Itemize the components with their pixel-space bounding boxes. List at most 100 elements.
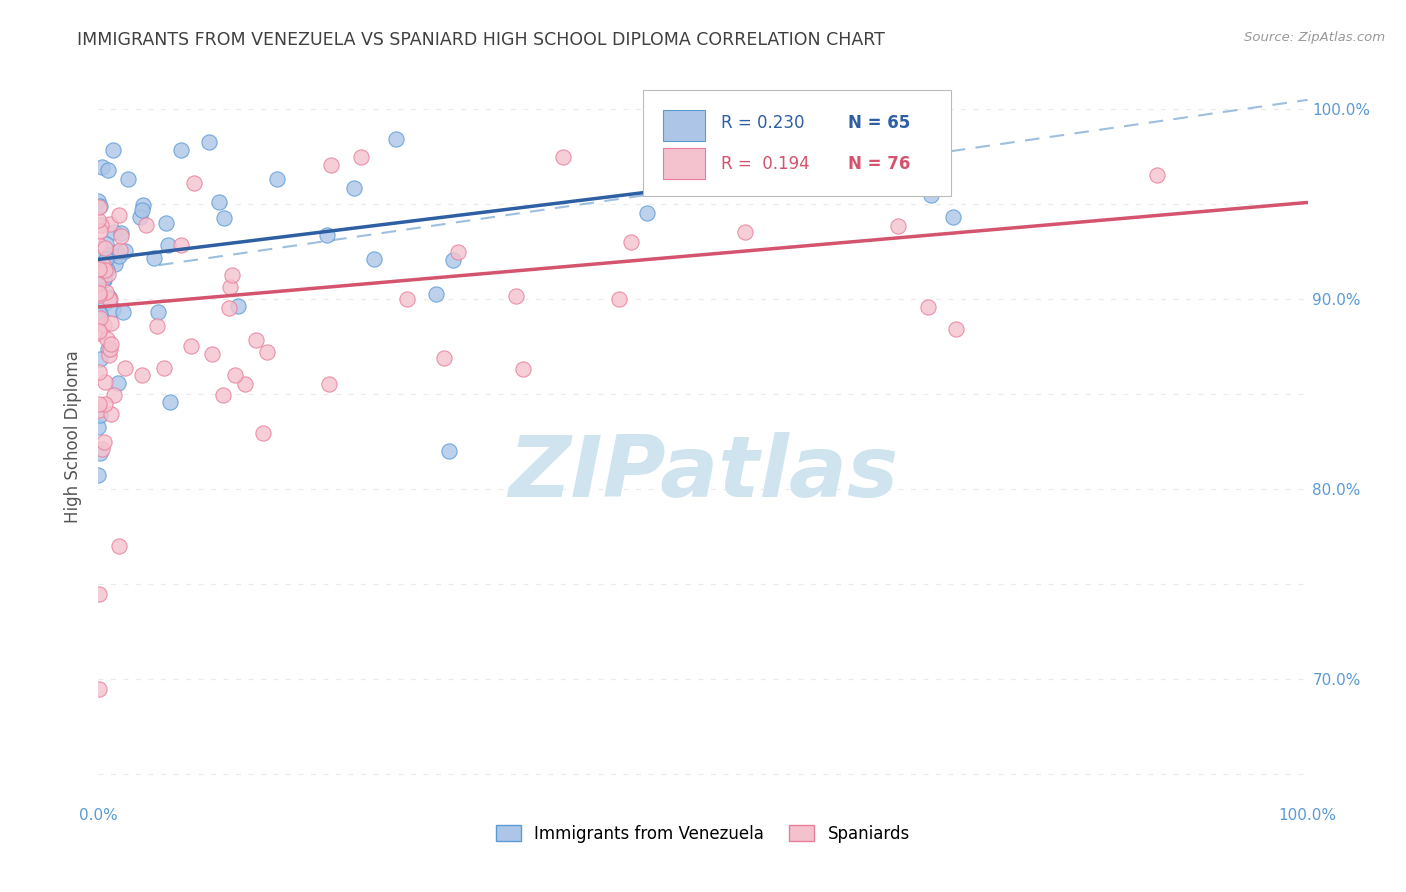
Point	[433, 351, 456, 366]
Point	[87, 397, 110, 411]
Point	[87, 325, 110, 339]
Point	[636, 206, 658, 220]
Point	[159, 394, 181, 409]
Point	[107, 208, 129, 222]
Point	[89, 307, 111, 321]
Point	[89, 408, 111, 422]
Point	[620, 235, 643, 249]
Point	[89, 224, 111, 238]
Point	[93, 273, 115, 287]
Legend: Immigrants from Venezuela, Spaniards: Immigrants from Venezuela, Spaniards	[489, 818, 917, 849]
Point	[135, 218, 157, 232]
Point	[219, 279, 242, 293]
Point	[87, 277, 110, 292]
Point	[425, 286, 447, 301]
Point	[93, 318, 115, 332]
Point	[942, 211, 965, 225]
Point	[98, 342, 121, 356]
Point	[93, 263, 115, 277]
Point	[103, 388, 125, 402]
Point	[447, 245, 470, 260]
Point	[104, 257, 127, 271]
Point	[814, 118, 837, 132]
Point	[87, 270, 110, 285]
Point	[93, 265, 115, 279]
Point	[97, 162, 120, 177]
Text: IMMIGRANTS FROM VENEZUELA VS SPANIARD HIGH SCHOOL DIPLOMA CORRELATION CHART: IMMIGRANTS FROM VENEZUELA VS SPANIARD HI…	[77, 31, 886, 49]
Point	[945, 321, 967, 335]
Point	[201, 347, 224, 361]
Point	[87, 274, 110, 288]
Point	[681, 148, 703, 162]
Point	[98, 348, 121, 362]
Point	[87, 250, 110, 264]
Point	[89, 286, 111, 301]
Point	[100, 336, 122, 351]
Point	[321, 158, 343, 172]
Point	[87, 200, 110, 214]
Point	[104, 244, 127, 259]
Y-axis label: High School Diploma: High School Diploma	[65, 351, 83, 524]
Point	[87, 285, 110, 300]
Point	[89, 446, 111, 460]
Point	[94, 252, 117, 267]
Point	[318, 377, 340, 392]
Point	[87, 468, 110, 483]
Point	[212, 388, 235, 402]
Point	[441, 252, 464, 267]
Point	[110, 243, 132, 257]
Point	[917, 300, 939, 314]
FancyBboxPatch shape	[643, 90, 950, 195]
Point	[363, 252, 385, 267]
Point	[221, 268, 243, 282]
Text: R =  0.194: R = 0.194	[721, 155, 810, 173]
Point	[350, 150, 373, 164]
Point	[90, 219, 112, 233]
Point	[152, 360, 174, 375]
Point	[131, 368, 153, 382]
Point	[212, 211, 235, 226]
Point	[89, 310, 111, 325]
Point	[512, 362, 534, 376]
Point	[252, 425, 274, 440]
Point	[100, 317, 122, 331]
Point	[131, 202, 153, 217]
Point	[93, 434, 115, 449]
Point	[103, 301, 125, 316]
Point	[505, 289, 527, 303]
Point	[170, 143, 193, 157]
Point	[316, 228, 339, 243]
Point	[94, 375, 117, 389]
Point	[87, 262, 110, 277]
Point	[1146, 168, 1168, 182]
Point	[89, 402, 111, 417]
Text: Source: ZipAtlas.com: Source: ZipAtlas.com	[1244, 31, 1385, 45]
Text: N = 76: N = 76	[848, 155, 911, 173]
Text: N = 65: N = 65	[848, 113, 910, 131]
Point	[87, 276, 110, 290]
Point	[143, 252, 166, 266]
Point	[101, 144, 124, 158]
Point	[266, 172, 288, 186]
Point	[110, 226, 132, 240]
Point	[98, 292, 121, 306]
Point	[91, 258, 114, 272]
Point	[87, 420, 110, 434]
Point	[224, 368, 246, 382]
Point	[218, 301, 240, 315]
Bar	[664, 148, 706, 179]
Point	[146, 318, 169, 333]
Point	[94, 296, 117, 310]
Point	[180, 339, 202, 353]
Point	[87, 213, 110, 227]
Point	[437, 444, 460, 458]
Point	[89, 365, 111, 379]
Point	[90, 256, 112, 270]
Point	[132, 198, 155, 212]
Point	[98, 247, 121, 261]
Point	[183, 176, 205, 190]
Point	[97, 343, 120, 357]
Bar	[664, 110, 706, 141]
Point	[96, 263, 118, 277]
Point	[114, 361, 136, 376]
